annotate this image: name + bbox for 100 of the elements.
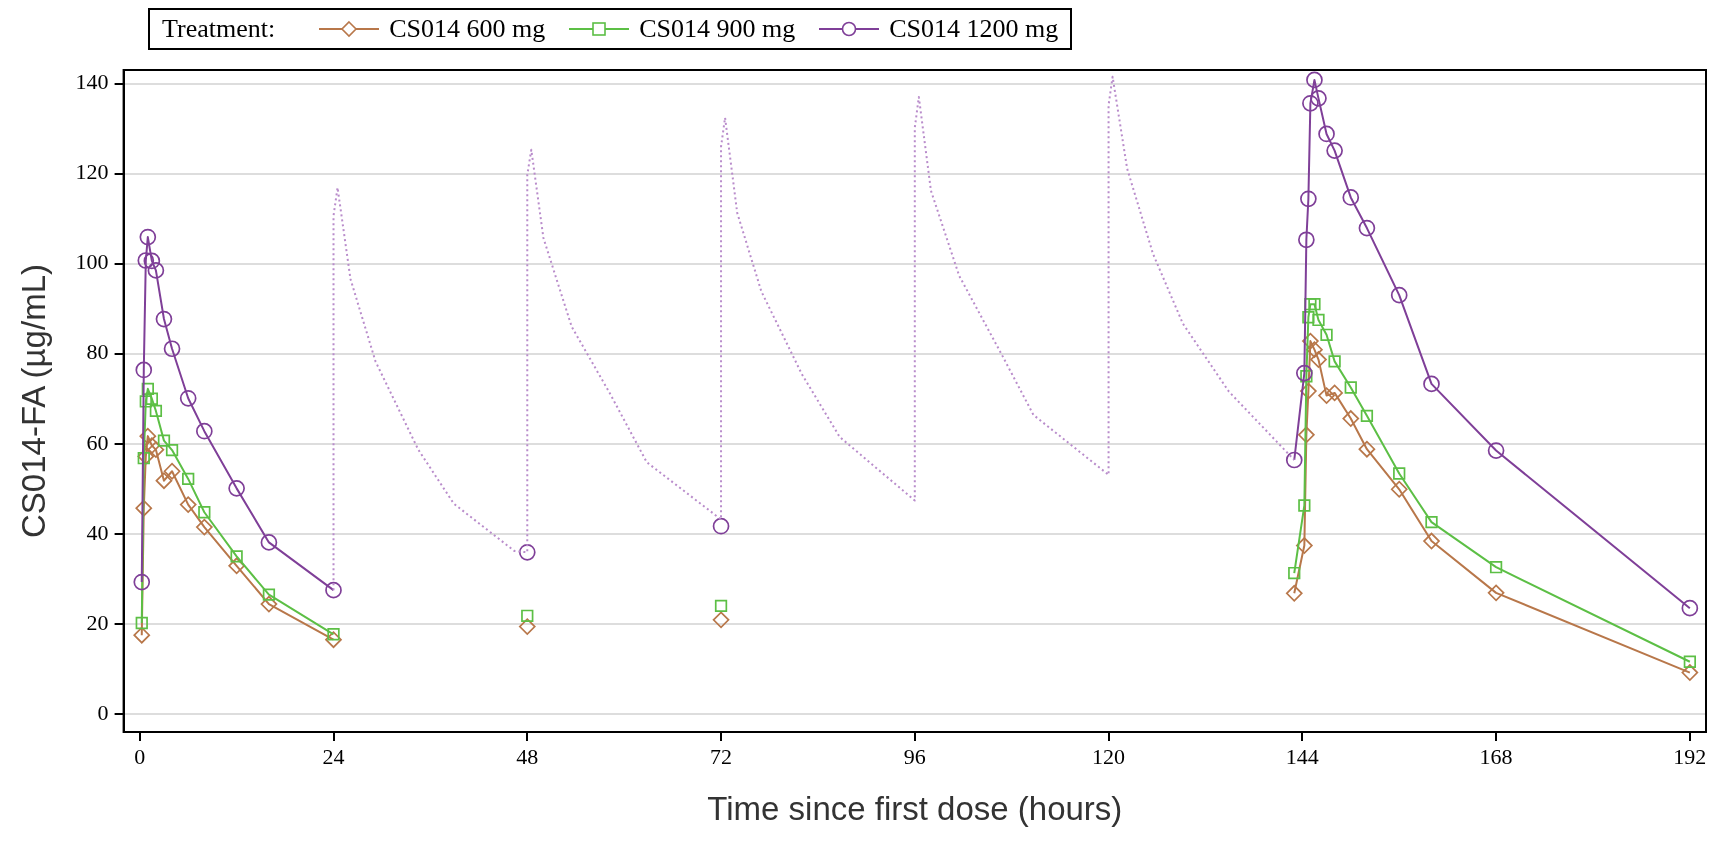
point bbox=[147, 262, 165, 279]
point bbox=[163, 462, 181, 480]
point bbox=[1302, 332, 1319, 350]
point bbox=[1358, 219, 1376, 237]
point bbox=[195, 518, 213, 536]
point bbox=[1310, 90, 1327, 107]
y-axis-title: CS014-FA (µg/mL) bbox=[14, 264, 52, 538]
point bbox=[179, 389, 197, 407]
y-tick-label: 60 bbox=[86, 429, 109, 455]
point bbox=[1681, 599, 1699, 617]
point bbox=[1344, 381, 1357, 394]
point bbox=[1487, 584, 1505, 602]
point bbox=[1326, 142, 1343, 159]
point bbox=[1328, 355, 1341, 368]
point bbox=[712, 517, 730, 535]
point bbox=[143, 252, 161, 270]
point bbox=[1298, 499, 1311, 512]
x-axis-title: Time since first dose (hours) bbox=[707, 790, 1123, 828]
point bbox=[1423, 375, 1440, 393]
point bbox=[260, 534, 278, 551]
y-tick-label: 80 bbox=[86, 339, 109, 365]
point bbox=[1342, 189, 1360, 206]
point bbox=[325, 581, 342, 599]
point bbox=[133, 626, 151, 644]
point bbox=[1360, 409, 1374, 423]
point bbox=[1302, 94, 1319, 112]
point bbox=[1681, 664, 1699, 681]
point bbox=[179, 496, 197, 513]
point bbox=[1298, 231, 1315, 249]
point bbox=[139, 228, 157, 246]
x-tick-label: 96 bbox=[903, 743, 926, 769]
y-tick-label: 100 bbox=[75, 249, 109, 275]
point bbox=[133, 573, 151, 591]
y-tick-label: 0 bbox=[97, 699, 109, 725]
point bbox=[195, 422, 213, 440]
point bbox=[1306, 341, 1323, 359]
y-tick-label: 40 bbox=[86, 519, 109, 545]
point bbox=[260, 595, 278, 613]
x-tick-label: 168 bbox=[1479, 743, 1513, 769]
point bbox=[518, 543, 536, 561]
point bbox=[1300, 190, 1317, 208]
point bbox=[1425, 515, 1438, 529]
legend-title: Treatment: bbox=[162, 14, 276, 44]
point bbox=[1295, 364, 1313, 382]
point bbox=[198, 506, 211, 519]
x-tick-label: 120 bbox=[1092, 743, 1126, 769]
point bbox=[1308, 298, 1321, 311]
point bbox=[1312, 313, 1325, 327]
point bbox=[135, 361, 153, 379]
point bbox=[1288, 566, 1301, 580]
point bbox=[182, 472, 195, 486]
point bbox=[147, 441, 165, 458]
point bbox=[712, 611, 730, 629]
point bbox=[325, 631, 342, 649]
point bbox=[139, 395, 152, 408]
point bbox=[1358, 440, 1376, 458]
point bbox=[141, 382, 154, 395]
point bbox=[155, 310, 173, 328]
point bbox=[149, 404, 163, 418]
point bbox=[1320, 328, 1333, 341]
point bbox=[518, 618, 536, 635]
point bbox=[521, 609, 534, 622]
point bbox=[157, 434, 171, 447]
point bbox=[714, 599, 728, 613]
point bbox=[1393, 467, 1406, 480]
point bbox=[1300, 382, 1317, 400]
x-tick-label: 144 bbox=[1285, 743, 1319, 769]
point bbox=[262, 588, 276, 601]
x-tick-label: 0 bbox=[134, 743, 146, 769]
point bbox=[135, 616, 148, 630]
point bbox=[1302, 311, 1315, 324]
point bbox=[145, 392, 159, 405]
x-tick-label: 72 bbox=[710, 743, 733, 769]
point bbox=[1390, 480, 1408, 498]
point bbox=[1310, 351, 1327, 368]
point bbox=[1390, 286, 1408, 304]
legend-label: CS014 900 mg bbox=[639, 14, 796, 44]
point bbox=[139, 427, 157, 445]
point bbox=[1423, 532, 1440, 550]
point bbox=[163, 340, 181, 358]
point bbox=[137, 252, 155, 269]
x-tick-label: 24 bbox=[322, 743, 345, 769]
point bbox=[165, 443, 179, 457]
point bbox=[137, 448, 155, 465]
point bbox=[1342, 410, 1360, 427]
point bbox=[135, 499, 153, 517]
point bbox=[1326, 384, 1343, 402]
point bbox=[1306, 71, 1323, 89]
y-tick-label: 140 bbox=[75, 69, 109, 95]
y-tick-label: 120 bbox=[75, 159, 109, 185]
legend-label: CS014 1200 mg bbox=[889, 14, 1059, 44]
point bbox=[1296, 537, 1313, 554]
point bbox=[1487, 442, 1505, 459]
x-tick-label: 192 bbox=[1673, 743, 1707, 769]
point bbox=[1489, 561, 1503, 574]
point bbox=[1683, 655, 1697, 668]
point bbox=[230, 550, 243, 563]
point bbox=[1285, 584, 1303, 602]
point bbox=[1318, 125, 1335, 143]
point bbox=[228, 557, 245, 575]
